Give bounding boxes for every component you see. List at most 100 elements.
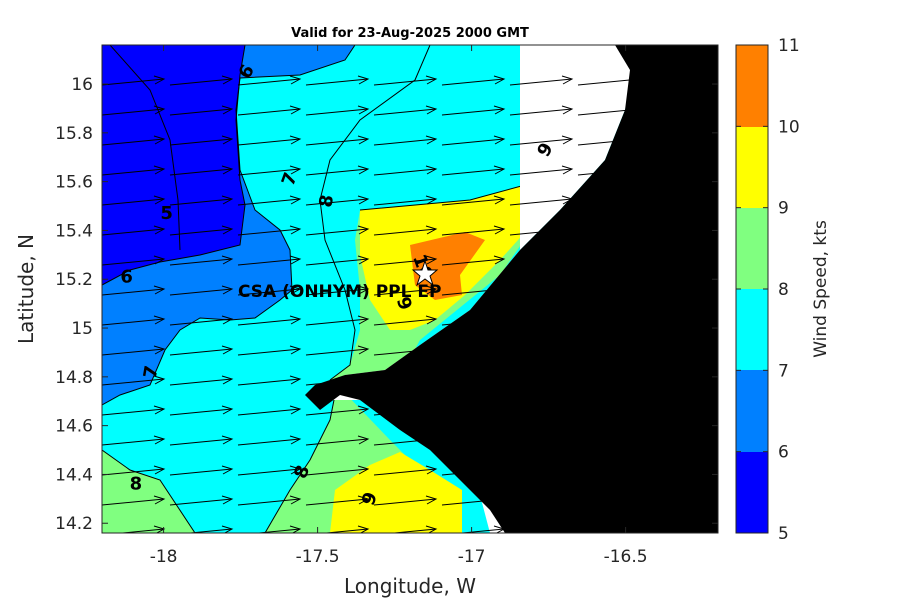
colorbar-tick-label: 7 xyxy=(778,361,789,381)
wind-arrow xyxy=(645,288,709,296)
wind-arrow-head xyxy=(357,135,370,145)
wind-arrow xyxy=(305,348,369,356)
wind-arrow-head xyxy=(425,465,438,475)
wind-vectors xyxy=(102,75,710,533)
wind-arrow xyxy=(117,528,165,533)
wind-arrow-head xyxy=(493,525,506,533)
wind-arrow-head xyxy=(289,285,302,295)
wind-arrow-head xyxy=(289,225,302,235)
contour-label: 5 xyxy=(160,203,173,224)
wind-arrow-head xyxy=(153,315,166,325)
wind-arrow-head xyxy=(289,345,302,355)
wind-arrow xyxy=(253,528,301,533)
colorbar-tick-label: 5 xyxy=(778,524,789,544)
wind-arrow-head xyxy=(425,135,438,145)
y-tick-label: 15.6 xyxy=(55,173,93,193)
wind-arrow xyxy=(373,108,437,116)
wind-arrow xyxy=(525,528,573,533)
wind-arrow-head xyxy=(221,75,234,85)
wind-arrow-head xyxy=(493,405,506,415)
wind-arrow xyxy=(441,348,505,356)
wind-arrow-head xyxy=(629,255,642,265)
wind-arrow-head xyxy=(493,315,506,325)
wind-arrow-head xyxy=(697,255,710,265)
wind-arrow xyxy=(509,138,573,146)
wind-arrow xyxy=(305,378,369,386)
wind-arrow xyxy=(373,438,437,446)
wind-arrow xyxy=(577,138,641,146)
wind-arrow xyxy=(169,198,233,206)
wind-arrow-head xyxy=(425,255,438,265)
wind-arrow-head xyxy=(561,105,574,115)
wind-arrow-head xyxy=(425,225,438,235)
wind-arrow xyxy=(661,528,709,533)
wind-arrow-head xyxy=(289,465,302,475)
wind-arrow-head xyxy=(493,375,506,385)
wind-arrow xyxy=(237,108,301,116)
wind-arrow-head xyxy=(425,525,438,533)
contour-label: 7 xyxy=(140,364,163,380)
wind-arrow-head xyxy=(153,375,166,385)
wind-arrow xyxy=(237,228,301,236)
wind-arrow-head xyxy=(697,75,710,85)
wind-arrow-head xyxy=(561,525,574,533)
wind-arrow xyxy=(237,408,301,416)
wind-arrow-head xyxy=(629,75,642,85)
y-tick-label: 14.2 xyxy=(55,514,93,534)
wind-arrow xyxy=(389,528,437,533)
wind-arrow xyxy=(645,108,709,116)
wind-arrow-head xyxy=(357,465,370,475)
wind-arrow xyxy=(169,468,233,476)
wind-arrow-head xyxy=(561,375,574,385)
wind-arrow xyxy=(102,438,165,446)
wind-arrow-head xyxy=(629,315,642,325)
wind-arrow-head xyxy=(289,255,302,265)
wind-arrow xyxy=(185,528,233,533)
wind-arrow-head xyxy=(221,495,234,505)
wind-arrow xyxy=(102,468,165,476)
wind-arrow xyxy=(102,198,165,206)
wind-arrow-head xyxy=(357,375,370,385)
wind-arrow xyxy=(169,408,233,416)
wind-arrow xyxy=(102,108,165,116)
colorbar-tick-label: 11 xyxy=(778,36,800,56)
wind-arrow-head xyxy=(357,165,370,175)
y-tick-label: 15.4 xyxy=(55,221,93,241)
wind-arrow xyxy=(305,228,369,236)
wind-arrow xyxy=(645,258,709,266)
wind-arrow-head xyxy=(561,315,574,325)
contour-label: 6 xyxy=(120,266,133,287)
wind-arrow xyxy=(237,378,301,386)
wind-arrow xyxy=(373,78,437,86)
y-axis-ticks: 16 15.8 15.6 15.4 15.2 15 14.8 14.6 14.4 14.2 xyxy=(55,75,718,534)
wind-arrow-head xyxy=(629,165,642,175)
wind-arrow-head xyxy=(221,465,234,475)
wind-arrow xyxy=(237,198,301,206)
wind-arrow-head xyxy=(221,225,234,235)
wind-arrow xyxy=(237,78,301,86)
wind-arrow xyxy=(645,348,709,356)
wind-arrow xyxy=(305,498,369,506)
wind-arrow-head xyxy=(221,195,234,205)
wind-arrow xyxy=(577,78,641,86)
wind-arrow xyxy=(305,288,369,296)
y-tick-label: 15.2 xyxy=(55,270,93,290)
wind-arrow-head xyxy=(561,465,574,475)
colorbar-segment-6-7 xyxy=(736,370,768,452)
wind-arrow-head xyxy=(221,525,234,533)
wind-arrow xyxy=(441,498,505,506)
wind-arrow-head xyxy=(357,195,370,205)
wind-arrow xyxy=(237,258,301,266)
wind-arrow xyxy=(373,258,437,266)
x-axis-ticks: -18 -17.5 -17 -16.5 xyxy=(150,45,648,567)
wind-arrow xyxy=(577,348,641,356)
wind-arrow xyxy=(577,168,641,176)
wind-arrow xyxy=(577,108,641,116)
wind-arrow xyxy=(237,498,301,506)
y-tick-label: 15 xyxy=(71,319,93,339)
wind-arrow xyxy=(169,378,233,386)
wind-arrow xyxy=(441,468,505,476)
wind-arrow xyxy=(645,168,709,176)
wind-arrow xyxy=(509,168,573,176)
wind-arrow-head xyxy=(357,285,370,295)
